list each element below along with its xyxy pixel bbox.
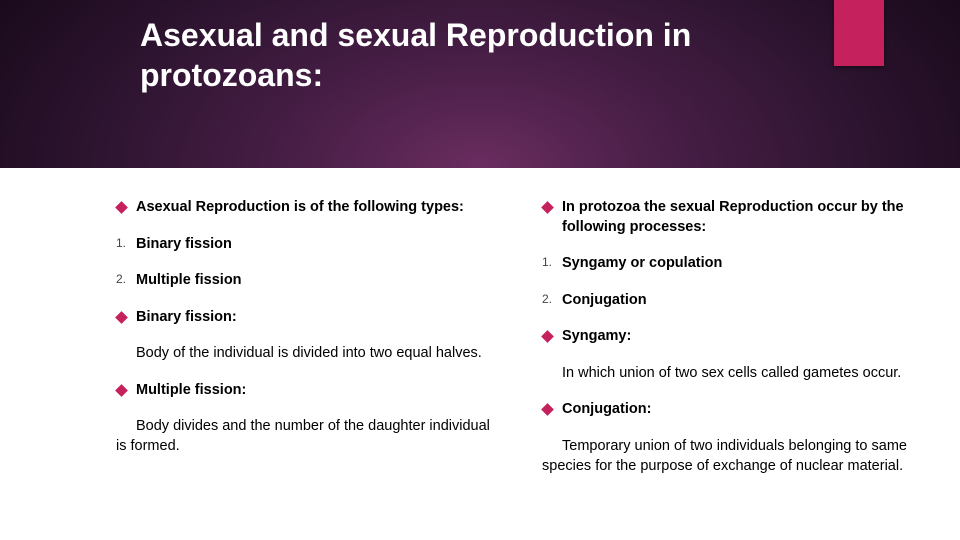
left-column: Asexual Reproduction is of the following…	[106, 198, 496, 493]
def-heading: Syngamy:	[562, 327, 922, 347]
bullet-item: Multiple fission:	[106, 381, 496, 401]
diamond-bullet-icon	[106, 381, 136, 395]
list-text: Syngamy or copulation	[562, 254, 922, 274]
intro-text: In protozoa the sexual Reproduction occu…	[562, 198, 922, 237]
list-number: 1.	[532, 254, 562, 270]
def-heading: Binary fission:	[136, 308, 496, 328]
diamond-bullet-icon	[532, 400, 562, 414]
list-number: 1.	[106, 235, 136, 251]
right-column: In protozoa the sexual Reproduction occu…	[532, 198, 922, 493]
bullet-item: In protozoa the sexual Reproduction occu…	[532, 198, 922, 237]
bullet-item: Binary fission:	[106, 308, 496, 328]
slide-title: Asexual and sexual Reproduction in proto…	[140, 15, 820, 95]
bullet-item: Syngamy:	[532, 327, 922, 347]
numbered-item: 1. Syngamy or copulation	[532, 254, 922, 274]
numbered-item: 2. Conjugation	[532, 291, 922, 311]
diamond-bullet-icon	[106, 308, 136, 322]
numbered-item: 1. Binary fission	[106, 235, 496, 255]
list-text: Binary fission	[136, 235, 496, 255]
slide-header: Asexual and sexual Reproduction in proto…	[0, 0, 960, 168]
list-text: Conjugation	[562, 291, 922, 311]
bullet-item: Conjugation:	[532, 400, 922, 420]
def-heading: Multiple fission:	[136, 381, 496, 401]
numbered-item: 2. Multiple fission	[106, 271, 496, 291]
slide-content: Asexual Reproduction is of the following…	[0, 168, 960, 493]
def-heading: Conjugation:	[562, 400, 922, 420]
diamond-bullet-icon	[106, 198, 136, 212]
list-number: 2.	[532, 291, 562, 307]
list-text: Multiple fission	[136, 271, 496, 291]
def-body: Temporary union of two individuals belon…	[542, 437, 922, 476]
def-body: In which union of two sex cells called g…	[542, 364, 922, 384]
intro-text: Asexual Reproduction is of the following…	[136, 198, 496, 218]
list-number: 2.	[106, 271, 136, 287]
def-body: Body of the individual is divided into t…	[116, 344, 496, 364]
accent-tab	[834, 0, 884, 66]
diamond-bullet-icon	[532, 198, 562, 212]
def-body: Body divides and the number of the daugh…	[116, 417, 496, 456]
bullet-item: Asexual Reproduction is of the following…	[106, 198, 496, 218]
diamond-bullet-icon	[532, 327, 562, 341]
